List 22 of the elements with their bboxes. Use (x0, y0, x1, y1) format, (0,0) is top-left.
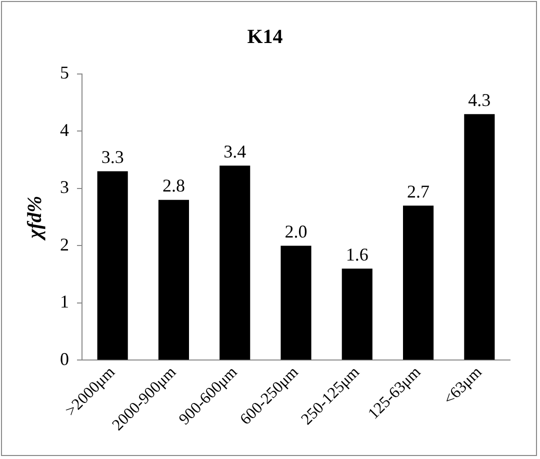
data-label: 3.4 (224, 141, 246, 162)
data-label: 1.6 (346, 244, 368, 264)
data-label: 2.0 (284, 221, 308, 242)
y-tick-label: 3 (60, 177, 69, 198)
data-label: 2.7 (407, 181, 430, 202)
chart-title: K14 (247, 26, 283, 48)
y-axis-title: χfd% (24, 196, 46, 242)
y-tick-label: 0 (60, 348, 69, 369)
y-tick-label: 2 (60, 234, 69, 254)
data-label: 2.8 (162, 176, 185, 196)
y-tick-label: 4 (60, 120, 69, 140)
bar (220, 166, 250, 360)
y-tick-label: 5 (60, 62, 69, 83)
data-label: 4.3 (468, 90, 491, 110)
bar (464, 114, 495, 360)
bar (342, 268, 372, 360)
bar (97, 171, 128, 360)
bar (403, 206, 434, 360)
data-label: 3.3 (101, 147, 124, 168)
bar (280, 246, 312, 360)
bar (158, 200, 189, 360)
y-tick-label: 1 (60, 292, 69, 312)
